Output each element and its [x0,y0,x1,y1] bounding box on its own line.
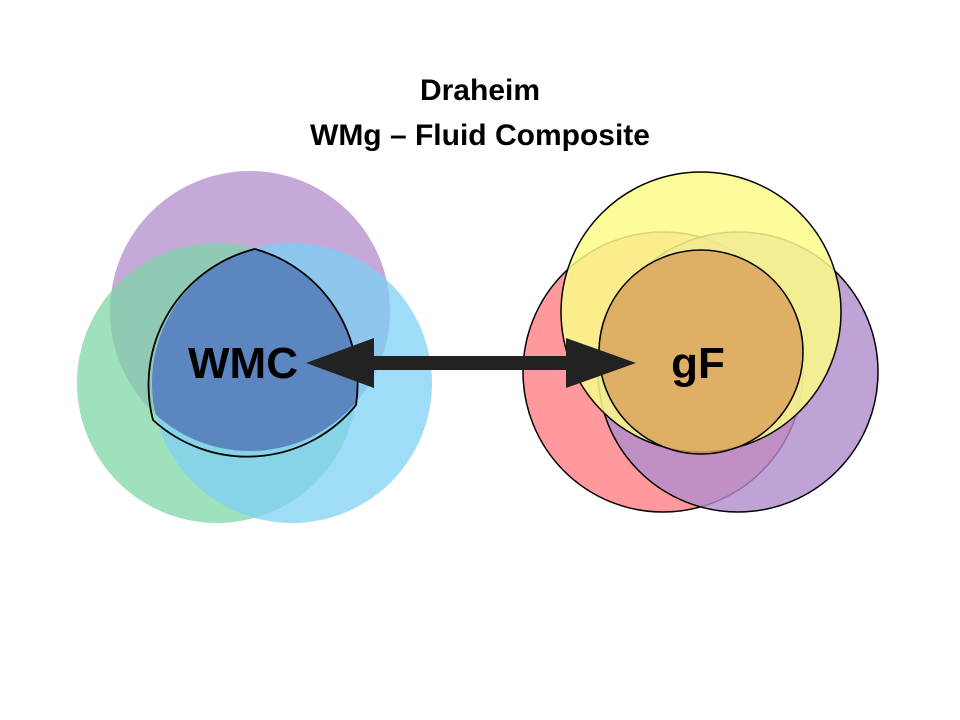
arrowhead-left [306,338,374,388]
wmc-label: WMC [188,339,298,388]
diagram-title: Draheim [419,74,541,107]
wmc-core-outline [147,248,359,458]
gf-cluster: gF [522,171,879,513]
bidirectional-arrow [306,338,636,388]
gf-label: gF [671,339,725,388]
wmc-cluster: WMC [77,171,432,523]
arrowhead-right [566,338,636,388]
diagram-subtitle: WMg – Fluid Composite [310,119,650,152]
